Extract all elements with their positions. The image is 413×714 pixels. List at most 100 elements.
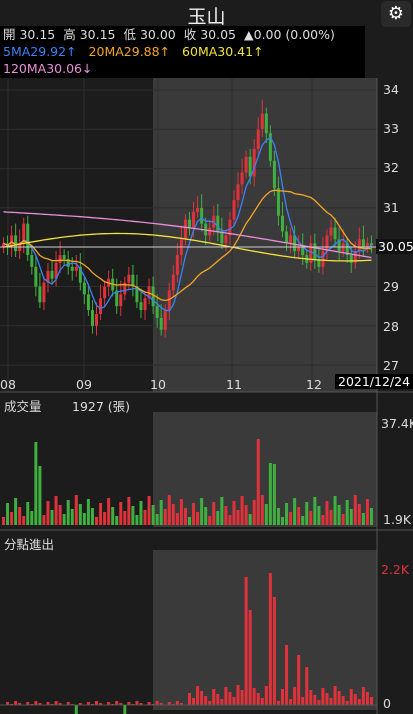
flow-bar bbox=[34, 701, 38, 705]
flow-bar bbox=[281, 689, 284, 705]
volume-bar bbox=[369, 508, 373, 525]
volume-bar bbox=[22, 516, 26, 525]
flow-bar bbox=[220, 699, 224, 705]
flow-bar bbox=[159, 703, 163, 705]
candle bbox=[50, 270, 54, 279]
candle bbox=[301, 247, 305, 256]
candle bbox=[155, 306, 159, 318]
flow-bar bbox=[66, 702, 70, 705]
volume-bar bbox=[46, 501, 50, 525]
candle bbox=[175, 255, 179, 275]
volume-bar bbox=[66, 500, 70, 525]
flow-bar bbox=[167, 702, 171, 705]
volume-bar bbox=[119, 502, 123, 525]
volume-bar bbox=[244, 505, 248, 525]
flow-bar bbox=[179, 703, 183, 705]
flow-highlight-area bbox=[153, 550, 377, 710]
volume-bar bbox=[183, 508, 187, 525]
stock-title: 玉山 bbox=[187, 6, 226, 28]
flow-zero-label: 0 bbox=[383, 696, 391, 711]
candle bbox=[99, 298, 103, 315]
volume-bar bbox=[151, 505, 155, 525]
candle bbox=[119, 294, 123, 307]
flow-bar bbox=[119, 703, 123, 705]
flow-bar bbox=[333, 686, 337, 705]
volume-bar bbox=[163, 509, 167, 525]
candle bbox=[103, 286, 107, 299]
volume-bar bbox=[99, 503, 103, 525]
flow-bar bbox=[248, 610, 252, 705]
candle bbox=[159, 317, 163, 330]
candle bbox=[188, 219, 191, 228]
volume-bar bbox=[196, 512, 200, 525]
candle bbox=[14, 235, 18, 252]
candle bbox=[183, 219, 187, 240]
candle bbox=[163, 310, 167, 330]
volume-title: 成交量 bbox=[4, 399, 42, 414]
volume-bar bbox=[252, 500, 256, 525]
flow-bar bbox=[365, 692, 369, 705]
candle bbox=[369, 243, 373, 246]
candle bbox=[276, 188, 280, 216]
low-price: 低 30.00 bbox=[123, 27, 176, 42]
volume-bar bbox=[30, 511, 34, 525]
candle bbox=[309, 243, 313, 263]
candle bbox=[171, 274, 175, 291]
candle bbox=[2, 243, 5, 248]
gear-icon[interactable]: ⚙ bbox=[381, 1, 411, 27]
candle bbox=[208, 227, 212, 236]
candle bbox=[333, 227, 337, 240]
flow-bar bbox=[345, 701, 349, 705]
date-label: 12 bbox=[306, 377, 322, 392]
volume-bar bbox=[139, 501, 143, 525]
flow-bar bbox=[369, 697, 373, 705]
volume-bar bbox=[256, 439, 260, 525]
volume-bar bbox=[333, 496, 337, 525]
volume-bar bbox=[236, 510, 240, 525]
flow-bar bbox=[305, 667, 309, 705]
flow-bar bbox=[353, 694, 357, 705]
volume-bar bbox=[131, 506, 135, 525]
flow-bar bbox=[123, 705, 127, 714]
candle bbox=[256, 129, 260, 149]
volume-bar bbox=[268, 463, 272, 525]
candle bbox=[86, 294, 90, 311]
volume-bar bbox=[50, 510, 54, 525]
flow-bar bbox=[341, 696, 345, 705]
volume-bar bbox=[321, 515, 325, 525]
volume-bar bbox=[200, 498, 204, 525]
close-price: 收 30.05 bbox=[183, 27, 237, 42]
volume-bar bbox=[341, 514, 345, 525]
candle bbox=[248, 156, 252, 177]
candle bbox=[240, 172, 244, 185]
candle bbox=[224, 235, 228, 244]
price-tick: 33 bbox=[383, 121, 399, 136]
volume-bar bbox=[276, 508, 280, 525]
flow-bar bbox=[361, 687, 365, 705]
cursor-date-badge: 2021/12/24 bbox=[335, 374, 413, 389]
ma20-label: 20MA29.88↑ bbox=[88, 44, 171, 59]
volume-bar bbox=[216, 511, 220, 525]
candle bbox=[272, 160, 276, 189]
volume-bar bbox=[192, 503, 196, 525]
flow-bar bbox=[54, 701, 58, 705]
flow-bar bbox=[200, 691, 204, 705]
candle bbox=[313, 243, 317, 259]
volume-bar bbox=[18, 507, 22, 525]
volume-bar bbox=[357, 504, 361, 525]
date-label: 09 bbox=[76, 377, 92, 392]
candle bbox=[22, 223, 26, 244]
volume-bar bbox=[26, 502, 30, 525]
flow-bar bbox=[357, 699, 361, 705]
flow-bar bbox=[78, 703, 82, 705]
volume-bar bbox=[305, 502, 309, 525]
candle bbox=[349, 255, 353, 263]
candle bbox=[353, 251, 357, 263]
candle bbox=[66, 258, 70, 267]
flow-bar bbox=[337, 691, 341, 705]
flow-bar bbox=[188, 693, 191, 705]
candle bbox=[220, 231, 224, 244]
candle bbox=[236, 184, 240, 201]
flow-bar bbox=[58, 703, 62, 705]
